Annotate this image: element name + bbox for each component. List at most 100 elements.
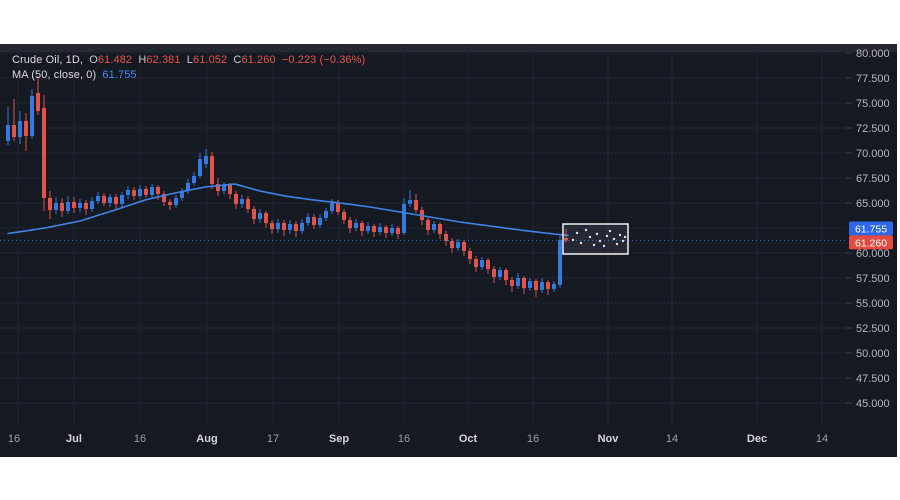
annotation-dot bbox=[612, 237, 616, 241]
candle-up bbox=[378, 227, 382, 232]
candle-down bbox=[72, 202, 76, 208]
time-axis-label: 17 bbox=[267, 433, 279, 445]
candle-up bbox=[204, 156, 208, 164]
grid-layer bbox=[0, 44, 846, 425]
price-axis-label: 60.000 bbox=[856, 248, 890, 260]
annotation-box[interactable] bbox=[562, 223, 629, 255]
candle-down bbox=[264, 213, 268, 223]
candle-down bbox=[156, 187, 160, 194]
time-axis-label: 16 bbox=[398, 433, 410, 445]
candlestick-chart: 80.000 77.500 75.000 72.500 70.000 67.500 65.0… bbox=[0, 44, 897, 445]
time-axis-label: 16 bbox=[134, 433, 146, 445]
candle-down bbox=[492, 269, 496, 277]
annotation-dot bbox=[595, 232, 599, 236]
candle-up bbox=[498, 270, 502, 277]
candle-up bbox=[54, 203, 58, 210]
candle-up bbox=[300, 223, 304, 231]
candle-up bbox=[558, 240, 562, 285]
candle-down bbox=[216, 184, 220, 191]
candle-up bbox=[120, 195, 124, 204]
candle-down bbox=[168, 202, 172, 205]
candle-up bbox=[240, 199, 244, 204]
candle-down bbox=[132, 190, 136, 196]
price-axis-label: 55.000 bbox=[856, 298, 890, 310]
price-scale[interactable]: 80.000 77.500 75.000 72.500 70.000 67.500 65.0… bbox=[846, 48, 890, 410]
candle-down bbox=[48, 198, 52, 210]
candle-up bbox=[276, 223, 280, 229]
candle-down bbox=[348, 220, 352, 228]
candle-down bbox=[486, 260, 490, 269]
chart-widget: 80.000 77.500 75.000 72.500 70.000 67.500 65.0… bbox=[0, 44, 897, 457]
candle-up bbox=[222, 185, 226, 191]
candle-down bbox=[42, 108, 46, 198]
annotation-dot bbox=[608, 229, 612, 233]
annotation-box-frame[interactable] bbox=[562, 223, 629, 255]
candle-down bbox=[468, 251, 472, 259]
time-scale[interactable]: 16 Jul 16 Aug 17 Sep 16 Oct 16 Nov 14 Dec 14 bbox=[8, 433, 828, 445]
candle-down bbox=[24, 121, 28, 136]
candle-down bbox=[210, 156, 214, 184]
candle-up bbox=[366, 226, 370, 231]
last-price-badge-text: 61.260 bbox=[855, 237, 887, 249]
candle-up bbox=[528, 281, 532, 288]
candle-down bbox=[234, 194, 238, 204]
candle-up bbox=[198, 159, 202, 176]
candle-down bbox=[396, 228, 400, 234]
time-axis-label: Oct bbox=[459, 433, 478, 445]
candle-up bbox=[6, 125, 10, 141]
candle-down bbox=[534, 281, 538, 290]
candle-down bbox=[522, 278, 526, 288]
candle-up bbox=[330, 203, 334, 211]
candle-up bbox=[390, 228, 394, 233]
candle-down bbox=[450, 241, 454, 248]
price-axis-label: 75.000 bbox=[856, 98, 890, 110]
ma-price-badge-bg bbox=[849, 221, 893, 236]
candle-up bbox=[150, 187, 154, 195]
time-axis-label: 16 bbox=[8, 433, 20, 445]
candle-down bbox=[384, 227, 388, 233]
candle-up bbox=[306, 217, 310, 223]
ma-price-badge: 61.755 bbox=[849, 221, 893, 236]
time-axis-label: 16 bbox=[527, 433, 539, 445]
price-axis-label: 70.000 bbox=[856, 148, 890, 160]
price-axis-label: 72.500 bbox=[856, 123, 890, 135]
candle-down bbox=[474, 259, 478, 267]
candle-down bbox=[510, 280, 514, 286]
annotation-dot bbox=[605, 234, 609, 238]
candle-down bbox=[252, 209, 256, 219]
candle-down bbox=[426, 220, 430, 230]
candle-down bbox=[312, 217, 316, 225]
candle-down bbox=[360, 223, 364, 231]
annotation-dot bbox=[621, 239, 625, 243]
candle-down bbox=[246, 199, 250, 209]
candle-down bbox=[546, 282, 550, 289]
candle-down bbox=[228, 185, 232, 194]
annotation-dot bbox=[615, 242, 619, 246]
candle-up bbox=[402, 204, 406, 233]
candle-up bbox=[192, 176, 196, 183]
time-axis-label: Sep bbox=[329, 433, 349, 445]
candle-up bbox=[90, 201, 94, 209]
annotation-dot bbox=[588, 235, 592, 239]
time-axis-label: Dec bbox=[747, 433, 767, 445]
candles-layer bbox=[6, 76, 568, 297]
candle-up bbox=[30, 96, 34, 136]
candle-down bbox=[144, 189, 148, 195]
candle-up bbox=[354, 223, 358, 228]
candle-up bbox=[552, 284, 556, 289]
annotation-dot bbox=[602, 244, 606, 248]
annotation-dot bbox=[623, 235, 627, 239]
candle-down bbox=[444, 234, 448, 241]
candle-up bbox=[540, 282, 544, 290]
candle-up bbox=[108, 197, 112, 203]
candle-up bbox=[180, 191, 184, 198]
price-axis-label: 65.000 bbox=[856, 198, 890, 210]
candle-up bbox=[18, 121, 22, 137]
annotation-dot bbox=[592, 243, 596, 247]
candle-up bbox=[432, 224, 436, 230]
candle-down bbox=[36, 93, 40, 111]
candle-up bbox=[78, 203, 82, 208]
candle-up bbox=[516, 278, 520, 286]
candle-up bbox=[318, 218, 322, 225]
candle-up bbox=[456, 242, 460, 248]
